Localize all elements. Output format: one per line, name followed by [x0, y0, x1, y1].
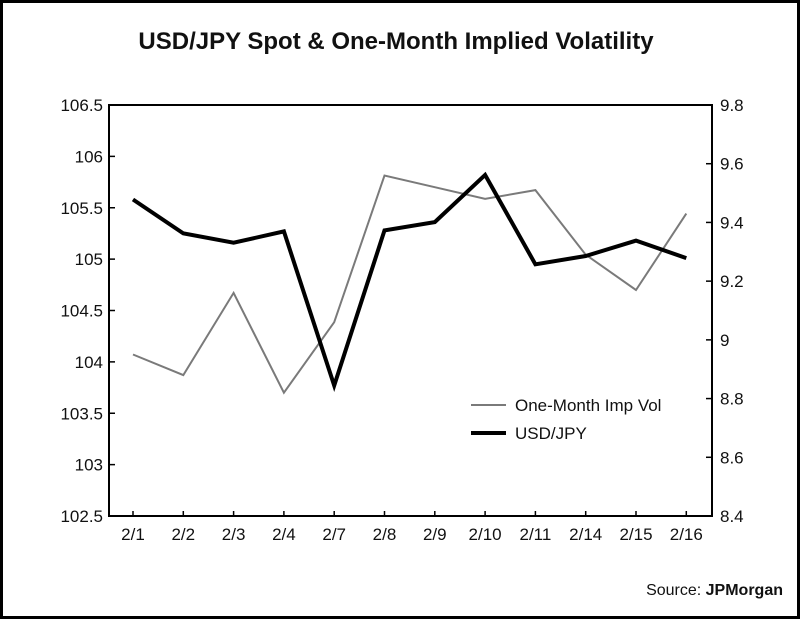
- source-label: Source:: [646, 582, 701, 599]
- left-tick-label: 103.5: [60, 404, 103, 423]
- x-tick-label: 2/9: [423, 525, 447, 544]
- right-tick-label: 9.8: [720, 96, 744, 115]
- right-tick-label: 9.4: [720, 213, 744, 232]
- legend: One-Month Imp Vol USD/JPY: [471, 396, 661, 443]
- imp-vol-line: [133, 176, 686, 393]
- plot-area: [109, 105, 712, 516]
- left-tick-label: 104.5: [60, 302, 103, 321]
- right-tick-label: 8.8: [720, 390, 744, 409]
- left-tick-label: 102.5: [60, 507, 103, 526]
- x-tick-label: 2/11: [519, 525, 551, 544]
- usdjpy-line: [133, 175, 686, 386]
- x-tick-label: 2/8: [373, 525, 397, 544]
- left-tick-label: 105.5: [60, 199, 103, 218]
- source-note: Source: JPMorgan: [646, 582, 783, 599]
- x-tick-label: 2/14: [569, 525, 602, 544]
- left-tick-label: 105: [75, 250, 103, 269]
- series-layer: [133, 175, 687, 393]
- left-tick-label: 106.5: [60, 96, 103, 115]
- right-tick-label: 9.2: [720, 272, 744, 291]
- chart: USD/JPY Spot & One-Month Implied Volatil…: [3, 3, 800, 622]
- source-org: JPMorgan: [706, 582, 783, 599]
- x-tick-label: 2/1: [121, 525, 145, 544]
- legend-usdjpy-label: USD/JPY: [515, 424, 587, 443]
- right-tick-label: 9: [720, 331, 729, 350]
- x-tick-label: 2/3: [222, 525, 246, 544]
- left-tick-label: 106: [75, 147, 103, 166]
- x-tick-label: 2/7: [322, 525, 346, 544]
- chart-title: USD/JPY Spot & One-Month Implied Volatil…: [138, 28, 654, 55]
- left-tick-label: 103: [75, 456, 103, 475]
- x-tick-label: 2/16: [670, 525, 703, 544]
- right-tick-label: 9.6: [720, 155, 744, 174]
- x-tick-label: 2/10: [469, 525, 502, 544]
- right-tick-label: 8.4: [720, 507, 744, 526]
- left-tick-label: 104: [75, 353, 103, 372]
- legend-imp-vol-label: One-Month Imp Vol: [515, 396, 661, 415]
- left-axis: 106.5 106 105.5 105 104.5 104 103.5 103 102.5: [60, 96, 115, 526]
- x-tick-label: 2/2: [171, 525, 195, 544]
- x-tick-label: 2/15: [619, 525, 652, 544]
- x-tick-label: 2/4: [272, 525, 296, 544]
- right-tick-label: 8.6: [720, 448, 744, 467]
